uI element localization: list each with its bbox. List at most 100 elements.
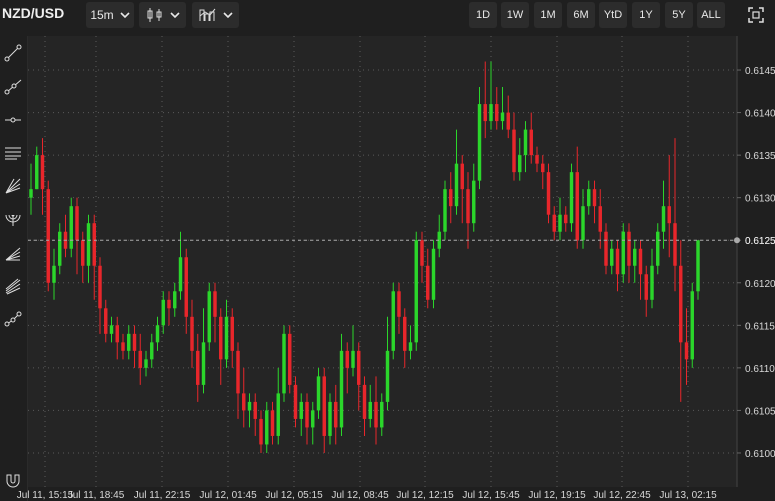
candle [92,214,96,300]
candle-body [575,172,579,241]
fib-arc-tool[interactable] [1,208,24,231]
last-price-label: 0.6125 [745,236,775,247]
chart-type-dropdown[interactable] [139,2,186,28]
range-all[interactable]: ALL [697,2,725,28]
candle-body [523,129,528,156]
candle-body [546,172,551,215]
candle [150,333,154,368]
candle-body [104,308,108,334]
candle-body [380,401,384,428]
y-tick-label: 0.6135 [745,151,775,162]
candle-body [219,316,223,360]
candle [633,240,637,283]
range-1y[interactable]: 1Y [632,2,660,28]
candle-body [190,316,194,351]
polyline-tool[interactable] [1,307,24,330]
symbol-label: NZD/USD [2,5,65,21]
candle-body [627,231,631,266]
candle-body [500,112,505,122]
candle [374,376,378,445]
fib-fan-tool[interactable] [1,174,24,197]
candle-body [466,189,470,224]
candle-body [81,240,85,266]
candle-body [115,325,119,343]
fib-arc-icon [5,214,20,226]
candle-body [604,231,608,266]
parallel-channel-icon [4,147,21,159]
range-5y[interactable]: 5Y [665,2,693,28]
candle-body [305,401,309,428]
candle [391,282,395,360]
candle [552,206,556,241]
range-1d[interactable]: 1D [469,2,497,28]
interval-dropdown[interactable]: 15m [86,2,134,28]
candle-body [621,231,625,275]
range-1w[interactable]: 1W [501,2,529,28]
candle [592,180,597,224]
polyline-icon [4,311,21,326]
pitchfork-tool[interactable] [1,274,24,297]
candle [35,146,39,190]
candle [236,342,240,419]
candle-body [610,248,614,266]
candle-body [529,129,533,156]
horizontal-line-tool[interactable] [1,108,24,131]
interval-label: 15m [90,8,114,22]
fullscreen-button[interactable] [742,2,770,28]
candle-body [506,112,510,130]
candle-body [178,257,183,292]
candle-body [265,410,269,445]
candle [178,231,183,300]
x-tick-label: Jul 12, 01:45 [199,490,257,501]
candle [196,333,200,402]
range-6m[interactable]: 6M [567,2,595,28]
candle [541,155,545,190]
candle-body [75,206,79,241]
trend-line-tool[interactable] [1,41,24,64]
candle-body [316,376,321,411]
candle [132,325,137,368]
candle [293,376,298,428]
candle [207,282,211,351]
candle [696,240,700,300]
candle-body [679,265,683,343]
y-tick-label: 0.6125 [745,236,775,247]
candle [627,223,631,283]
candle-body [661,206,666,232]
candle [242,367,246,428]
candle-body [328,401,332,436]
candle [495,87,499,130]
ray-tool[interactable] [1,75,24,98]
candle [426,248,430,309]
candle [75,197,79,275]
parallel-channel-tool[interactable] [1,141,24,164]
candle [466,172,470,249]
candle-body [397,291,401,317]
indicators-dropdown[interactable] [192,2,239,28]
y-tick-label: 0.6130 [745,194,775,205]
range-ytd[interactable]: YtD [599,2,627,28]
gann-fan-tool[interactable] [1,241,24,264]
candle [460,155,464,224]
range-1m[interactable]: 1M [534,2,562,28]
chevron-down-icon [222,11,233,18]
candle [173,282,177,317]
candle [357,342,361,411]
candle-body [535,155,539,164]
candle [109,316,114,343]
candle [368,384,372,428]
candle-body [230,316,234,351]
x-tick-label: Jul 12, 08:45 [331,490,389,501]
y-tick-label: 0.6115 [745,321,775,332]
magnet-tool[interactable] [1,469,24,492]
candle-body [564,214,568,224]
candle-body [431,248,436,300]
candle-body [403,316,407,351]
candle [558,197,562,241]
candle-body [690,291,694,360]
candle [86,214,91,283]
candle-body [282,333,286,394]
candle-body [167,299,171,309]
